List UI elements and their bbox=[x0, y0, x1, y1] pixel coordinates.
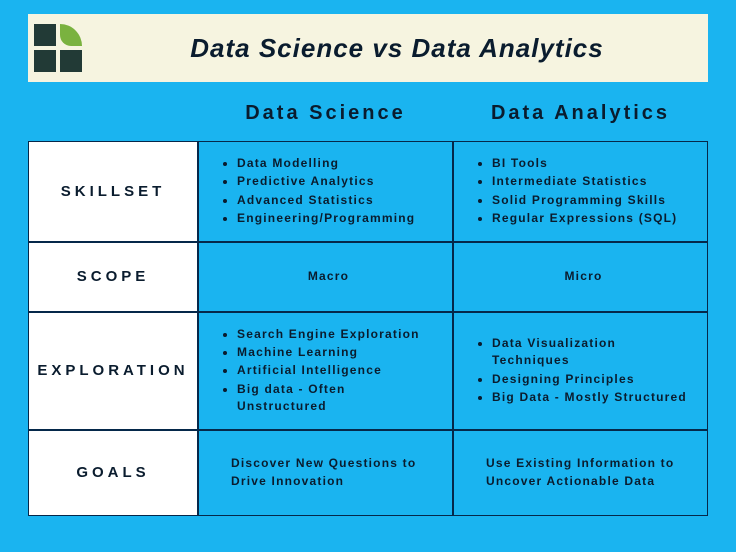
list-item: Data Modelling bbox=[237, 155, 436, 172]
cell-skillset-da: BI Tools Intermediate Statistics Solid P… bbox=[453, 141, 708, 242]
page-title: Data Science vs Data Analytics bbox=[100, 33, 694, 64]
logo-square bbox=[34, 24, 56, 46]
column-header-data-science: Data Science bbox=[198, 96, 453, 135]
list-item: Artificial Intelligence bbox=[237, 362, 436, 379]
logo-leaf-icon bbox=[60, 24, 82, 46]
list-item: Engineering/Programming bbox=[237, 210, 436, 227]
infographic-canvas: Data Science vs Data Analytics Data Scie… bbox=[0, 0, 736, 552]
comparison-table: SKILLSET Data Modelling Predictive Analy… bbox=[28, 141, 708, 516]
cell-exploration-ds: Search Engine Exploration Machine Learni… bbox=[198, 312, 453, 430]
logo-icon bbox=[34, 24, 82, 72]
cell-text: Use Existing Information to Uncover Acti… bbox=[476, 455, 691, 490]
logo-square bbox=[34, 50, 56, 72]
header-spacer bbox=[28, 96, 198, 135]
list-item: Big Data - Mostly Structured bbox=[492, 389, 691, 406]
list-item: Search Engine Exploration bbox=[237, 326, 436, 343]
cell-exploration-da: Data Visualization Techniques Designing … bbox=[453, 312, 708, 430]
cell-skillset-ds: Data Modelling Predictive Analytics Adva… bbox=[198, 141, 453, 242]
list-item: Advanced Statistics bbox=[237, 192, 436, 209]
list-item: Data Visualization Techniques bbox=[492, 335, 691, 370]
list-item: BI Tools bbox=[492, 155, 691, 172]
cell-scope-ds: Macro bbox=[198, 242, 453, 312]
cell-goals-da: Use Existing Information to Uncover Acti… bbox=[453, 430, 708, 516]
row-label-goals: GOALS bbox=[28, 430, 198, 516]
column-header-data-analytics: Data Analytics bbox=[453, 96, 708, 135]
cell-text: Macro bbox=[308, 268, 349, 285]
cell-text: Discover New Questions to Drive Innovati… bbox=[221, 455, 436, 490]
row-label-exploration: EXPLORATION bbox=[28, 312, 198, 430]
header-bar: Data Science vs Data Analytics bbox=[28, 14, 708, 82]
cell-text: Micro bbox=[564, 268, 602, 285]
list-item: Big data - Often Unstructured bbox=[237, 381, 436, 416]
row-label-skillset: SKILLSET bbox=[28, 141, 198, 242]
list-item: Solid Programming Skills bbox=[492, 192, 691, 209]
list-item: Regular Expressions (SQL) bbox=[492, 210, 691, 227]
cell-goals-ds: Discover New Questions to Drive Innovati… bbox=[198, 430, 453, 516]
list-item: Designing Principles bbox=[492, 371, 691, 388]
list-item: Predictive Analytics bbox=[237, 173, 436, 190]
list-item: Intermediate Statistics bbox=[492, 173, 691, 190]
list-item: Machine Learning bbox=[237, 344, 436, 361]
row-label-scope: SCOPE bbox=[28, 242, 198, 312]
column-headers: Data Science Data Analytics bbox=[28, 96, 708, 135]
cell-scope-da: Micro bbox=[453, 242, 708, 312]
logo-square bbox=[60, 50, 82, 72]
